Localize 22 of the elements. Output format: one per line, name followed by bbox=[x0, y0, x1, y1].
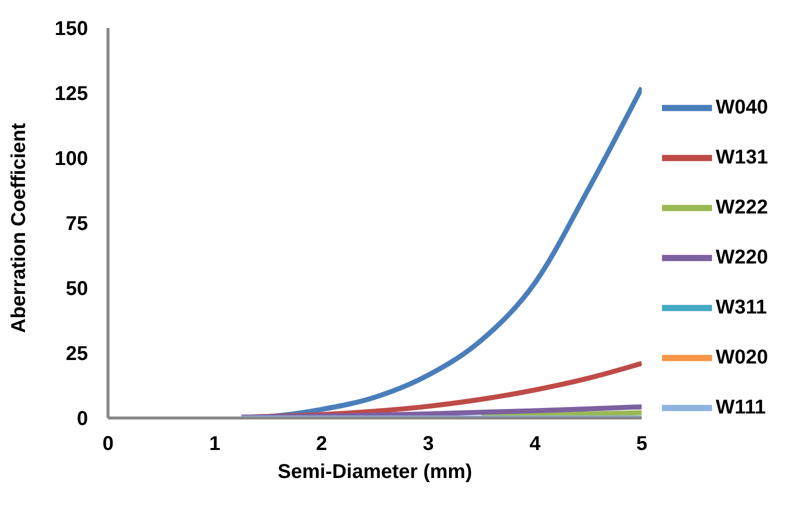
x-axis-title: Semi-Diameter (mm) bbox=[278, 461, 472, 483]
legend-label: W111 bbox=[716, 396, 766, 418]
x-tick-label: 0 bbox=[102, 433, 114, 456]
y-tick-label: 100 bbox=[54, 148, 88, 170]
y-tick-label: 75 bbox=[66, 213, 88, 236]
y-tick-label: 0 bbox=[76, 408, 88, 430]
legend-label: W040 bbox=[716, 96, 768, 118]
y-tick-label: 50 bbox=[66, 278, 88, 300]
x-tick-label: 2 bbox=[316, 433, 328, 456]
legend-label: W222 bbox=[716, 196, 768, 218]
y-tick-label: 125 bbox=[54, 83, 88, 106]
legend-label: W220 bbox=[716, 246, 768, 268]
y-tick-label: 150 bbox=[54, 18, 88, 40]
x-tick-label: 4 bbox=[529, 433, 542, 456]
x-tick-label: 5 bbox=[636, 433, 648, 456]
legend-label: W131 bbox=[716, 146, 768, 168]
y-tick-label: 25 bbox=[66, 343, 88, 366]
x-tick-label: 3 bbox=[422, 433, 434, 456]
legend-label: W311 bbox=[716, 296, 767, 318]
legend-label: W020 bbox=[716, 346, 768, 368]
x-tick-label: 1 bbox=[209, 433, 220, 456]
y-axis-title: Aberration Coefficient bbox=[8, 122, 30, 333]
